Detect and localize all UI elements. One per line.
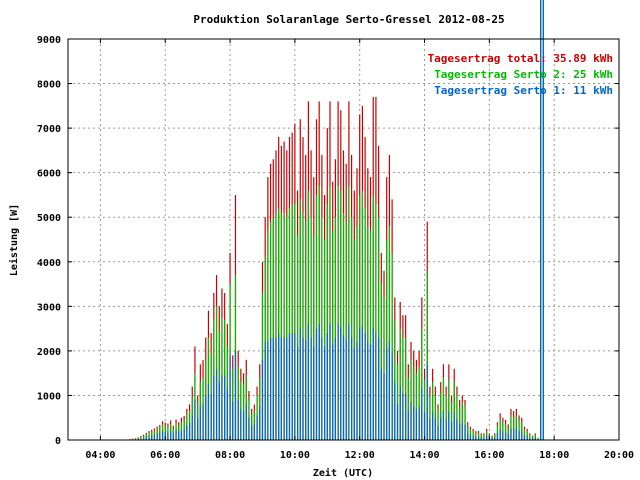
y-tick-label: 6000 — [37, 169, 61, 180]
y-tick-label: 1000 — [37, 391, 61, 402]
chart-title: Produktion Solaranlage Serto-Gressel 201… — [193, 13, 504, 26]
x-tick-label: 12:00 — [345, 450, 375, 461]
y-axis-ticks: 0 1000 2000 3000 4000 5000 6000 7000 8000 9000 — [37, 35, 619, 447]
y-tick-label: 2000 — [37, 347, 61, 358]
x-tick-label: 14:00 — [409, 450, 439, 461]
y-tick-label: 9000 — [37, 35, 61, 46]
y-tick-label: 7000 — [37, 124, 61, 135]
y-axis-label: Leistung [W] — [8, 204, 20, 276]
legend-entry: Tagesertrag total: 35.89 kWh — [428, 52, 613, 65]
x-tick-label: 10:00 — [280, 450, 310, 461]
x-tick-label: 04:00 — [85, 450, 115, 461]
y-tick-label: 5000 — [37, 213, 61, 224]
x-axis-label: Zeit (UTC) — [313, 467, 373, 479]
x-tick-label: 16:00 — [474, 450, 504, 461]
x-axis-ticks: 04:00 06:00 08:00 10:00 12:00 14:00 16:00 18:00… — [85, 39, 634, 461]
y-tick-label: 3000 — [37, 302, 61, 313]
x-tick-label: 20:00 — [604, 450, 634, 461]
y-tick-label: 0 — [55, 436, 61, 447]
x-tick-label: 08:00 — [215, 450, 245, 461]
x-tick-label: 06:00 — [150, 450, 180, 461]
y-tick-label: 4000 — [37, 258, 61, 269]
y-tick-label: 8000 — [37, 80, 61, 91]
x-tick-label: 18:00 — [539, 450, 569, 461]
bars — [129, 0, 544, 440]
plot-frame — [67, 38, 620, 441]
legend-entry: Tagesertrag Serto 2: 25 kWh — [434, 68, 613, 81]
legend: Tagesertrag total: 35.89 kWh Tagesertrag … — [428, 52, 613, 97]
legend-entry: Tagesertrag Serto 1: 11 kWh — [434, 84, 613, 97]
